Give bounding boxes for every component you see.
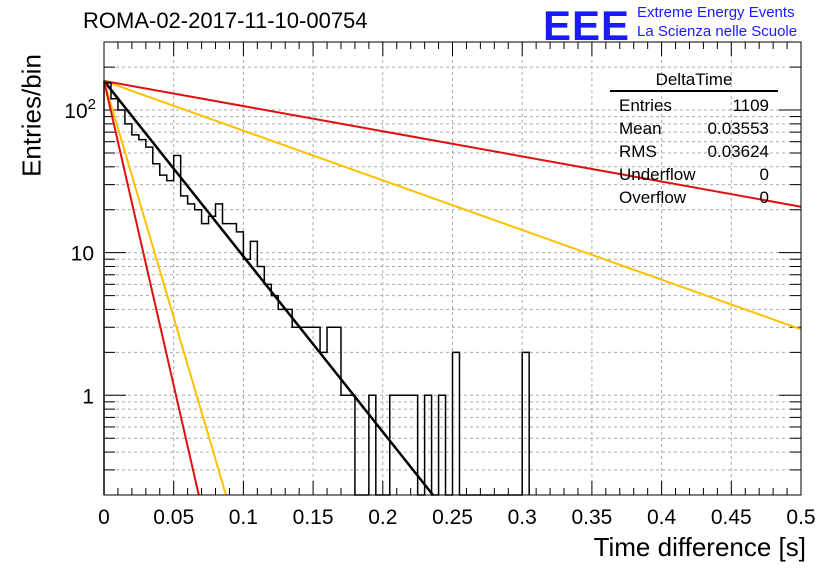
x-axis-label: Time difference [s] [593,532,806,562]
x-tick-label: 0.2 [368,506,397,529]
fit-line [103,79,802,331]
y-axis-label: Entries/bin [16,54,47,177]
y-tick-label: 10 [71,243,94,266]
x-tick-label: 0.45 [711,506,752,529]
stats-value: 0 [759,165,769,184]
fit-line [103,79,802,208]
x-tick-label: 0.05 [153,506,194,529]
stats-value: 1109 [732,96,769,115]
x-tick-label: 0.15 [293,506,334,529]
stats-label: Entries [619,96,672,115]
stats-value: 0 [759,188,769,207]
fit-line [103,80,434,496]
stats-label: Mean [619,119,662,138]
stats-row-mean: Mean 0.03553 [610,117,778,140]
x-tick-label: 0.25 [432,506,473,529]
eee-logo: EEE [543,2,631,49]
stats-row-entries: Entries 1109 [610,94,778,117]
x-tick-label: 0.4 [647,506,677,529]
chart-title: ROMA-02-2017-11-10-00754 [83,8,368,33]
stats-box: DeltaTime Entries 1109 Mean 0.03553 RMS … [610,70,778,209]
x-tick-label: 0 [98,506,110,529]
stats-value: 0.03624 [707,142,769,161]
stats-label: RMS [619,142,657,161]
stats-row-overflow: Overflow 0 [610,186,778,209]
logo-caption-line1: Extreme Energy Events [637,4,795,21]
plot-frame [103,41,802,496]
x-tick-label: 0.3 [508,506,537,529]
stats-header: DeltaTime [610,70,778,92]
histogram-outline [103,82,530,496]
y-tick-label: 1 [82,385,94,408]
stats-value: 0.03553 [707,119,769,138]
fit-line [103,80,227,496]
y-tick-label: 102 [64,96,96,123]
stats-label: Overflow [619,188,687,207]
stats-label: Underflow [619,165,696,184]
x-tick-label: 0.5 [786,506,815,529]
x-tick-label: 0.1 [229,506,258,529]
stats-row-rms: RMS 0.03624 [610,140,778,163]
logo-caption: Extreme Energy Events La Scienza nelle S… [637,3,797,41]
stats-row-underflow: Underflow 0 [610,163,778,186]
fit-line [103,80,200,496]
logo-caption-line2: La Scienza nelle Scuole [637,23,798,40]
x-tick-label: 0.35 [571,506,612,529]
